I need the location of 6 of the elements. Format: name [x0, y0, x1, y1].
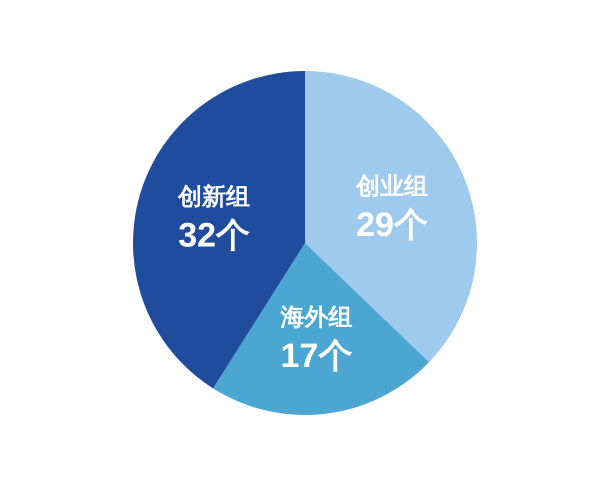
slice-label: 创新组 — [177, 184, 250, 211]
slice-label: 创业组 — [355, 172, 428, 200]
slice-label: 海外组 — [279, 304, 352, 331]
data-label: 29个 — [356, 206, 428, 244]
data-label: 17个 — [280, 336, 352, 375]
data-label: 32个 — [178, 216, 250, 255]
